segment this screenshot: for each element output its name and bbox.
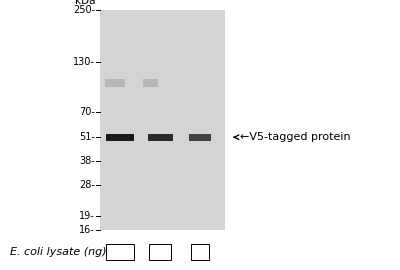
Text: 250-: 250-	[73, 5, 95, 15]
Text: kDa: kDa	[74, 0, 95, 6]
Text: 19-: 19-	[79, 211, 95, 221]
Text: 16-: 16-	[79, 225, 95, 235]
Bar	[106, 134, 134, 141]
Text: 100: 100	[150, 247, 170, 257]
Bar	[142, 79, 158, 87]
Bar	[105, 79, 125, 87]
Text: 51-: 51-	[79, 132, 95, 142]
Text: 130-: 130-	[73, 57, 95, 67]
Bar	[189, 134, 211, 141]
Text: 200: 200	[110, 247, 130, 257]
Text: 38-: 38-	[79, 156, 95, 166]
Text: 70-: 70-	[79, 107, 95, 117]
Bar	[100, 10, 225, 230]
Bar	[106, 244, 134, 260]
Text: ←V5-tagged protein: ←V5-tagged protein	[234, 132, 351, 142]
Bar	[191, 244, 209, 260]
Text: E. coli lysate (ng): E. coli lysate (ng)	[10, 247, 107, 257]
Bar	[148, 134, 172, 141]
Bar	[149, 244, 171, 260]
Text: 50: 50	[194, 247, 206, 257]
Text: 28-: 28-	[79, 180, 95, 190]
